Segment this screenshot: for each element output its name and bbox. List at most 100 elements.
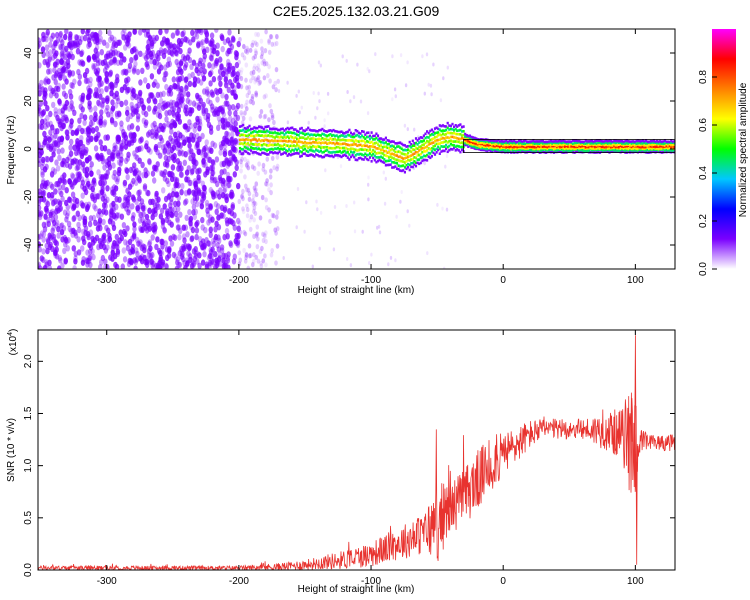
noise-cell	[155, 91, 161, 99]
noise-cell	[226, 131, 231, 138]
noise-cell	[264, 197, 268, 203]
noise-cell	[200, 259, 206, 266]
noise-cell	[137, 217, 143, 224]
noise-cell	[160, 40, 165, 47]
noise-cell	[44, 207, 50, 214]
noise-cell	[237, 198, 242, 205]
noise-cell	[101, 39, 107, 46]
noise-cell	[156, 203, 161, 210]
noise-cell	[144, 140, 149, 147]
noise-cell	[125, 40, 130, 47]
noise-cell	[184, 176, 189, 183]
noise-cell	[264, 29, 268, 35]
noise-cell	[235, 71, 240, 78]
noise-cell	[104, 85, 109, 93]
noise-cell	[40, 190, 46, 198]
noise-cell	[162, 203, 167, 210]
noise-cell	[128, 112, 134, 120]
noise-cell	[239, 70, 243, 76]
noise-cell	[245, 158, 250, 165]
colorbar-tick-label: 0.6	[698, 118, 709, 132]
noise-cell	[232, 156, 238, 163]
signal-cell	[384, 136, 387, 140]
noise-cell	[205, 46, 210, 53]
noise-cell	[186, 91, 191, 98]
noise-cell	[275, 154, 280, 160]
noise-cell	[175, 259, 180, 266]
noise-cell	[370, 252, 373, 257]
noise-cell	[219, 169, 224, 176]
noise-cell	[352, 95, 356, 100]
noise-cell	[132, 150, 137, 157]
noise-cell	[53, 78, 58, 86]
noise-cell	[210, 106, 215, 114]
noise-cell	[40, 159, 46, 166]
noise-cell	[236, 217, 241, 225]
noise-cell	[147, 225, 152, 232]
noise-cell	[42, 118, 48, 125]
signal-cell	[427, 136, 430, 139]
noise-cell	[83, 225, 89, 232]
noise-cell	[234, 61, 240, 69]
noise-cell	[87, 54, 92, 62]
signal-cell	[459, 123, 462, 126]
noise-cell	[44, 36, 49, 43]
noise-cell	[186, 136, 191, 143]
noise-cell	[45, 247, 50, 255]
noise-cell	[41, 236, 46, 243]
noise-cell	[120, 69, 126, 76]
noise-cell	[134, 247, 139, 254]
noise-cell	[113, 81, 118, 89]
noise-cell	[252, 165, 257, 171]
snr-y-label: SNR (10 * v/v)	[6, 418, 17, 482]
noise-cell	[99, 240, 105, 247]
noise-cell	[115, 250, 121, 257]
noise-cell	[137, 157, 142, 164]
noise-cell	[182, 123, 187, 130]
noise-cell	[39, 255, 44, 262]
noise-cell	[146, 219, 151, 226]
noise-cell	[225, 138, 230, 145]
noise-cell	[346, 90, 349, 94]
noise-cell	[272, 165, 277, 171]
noise-cell	[184, 198, 189, 205]
noise-cell	[149, 42, 155, 50]
noise-cell	[220, 92, 225, 99]
noise-cell	[188, 154, 193, 162]
y-tick-label: 1.0	[23, 458, 34, 472]
colorbar: 0.00.20.40.60.8 Normalized spectral ampl…	[698, 29, 749, 276]
noise-cell	[269, 252, 274, 258]
noise-cell	[156, 126, 162, 133]
noise-cell	[203, 144, 208, 151]
noise-cell	[196, 77, 201, 84]
noise-cell	[234, 126, 239, 134]
noise-cell	[99, 259, 104, 266]
noise-cell	[149, 258, 154, 265]
noise-cell	[69, 138, 74, 146]
noise-cell	[137, 170, 142, 177]
noise-cell	[51, 89, 57, 97]
noise-cell	[93, 47, 99, 54]
noise-cell	[188, 110, 193, 117]
noise-cell	[204, 37, 209, 44]
noise-cell	[132, 132, 137, 139]
noise-cell	[248, 116, 253, 122]
signal-cell	[426, 159, 429, 162]
noise-cell	[73, 250, 79, 257]
noise-cell	[77, 173, 83, 180]
noise-cell	[200, 224, 205, 231]
noise-cell	[254, 90, 258, 96]
noise-cell	[173, 210, 179, 218]
signal-cell	[414, 164, 418, 168]
noise-cell	[413, 127, 416, 132]
noise-cell	[179, 248, 184, 255]
noise-cell	[46, 68, 51, 75]
noise-cell	[40, 35, 46, 43]
noise-cell	[89, 161, 94, 168]
noise-cell	[82, 218, 87, 225]
noise-cell	[72, 78, 77, 85]
noise-cell	[326, 91, 330, 96]
noise-cell	[93, 145, 99, 152]
noise-cell	[265, 156, 270, 162]
noise-cell	[111, 224, 117, 231]
